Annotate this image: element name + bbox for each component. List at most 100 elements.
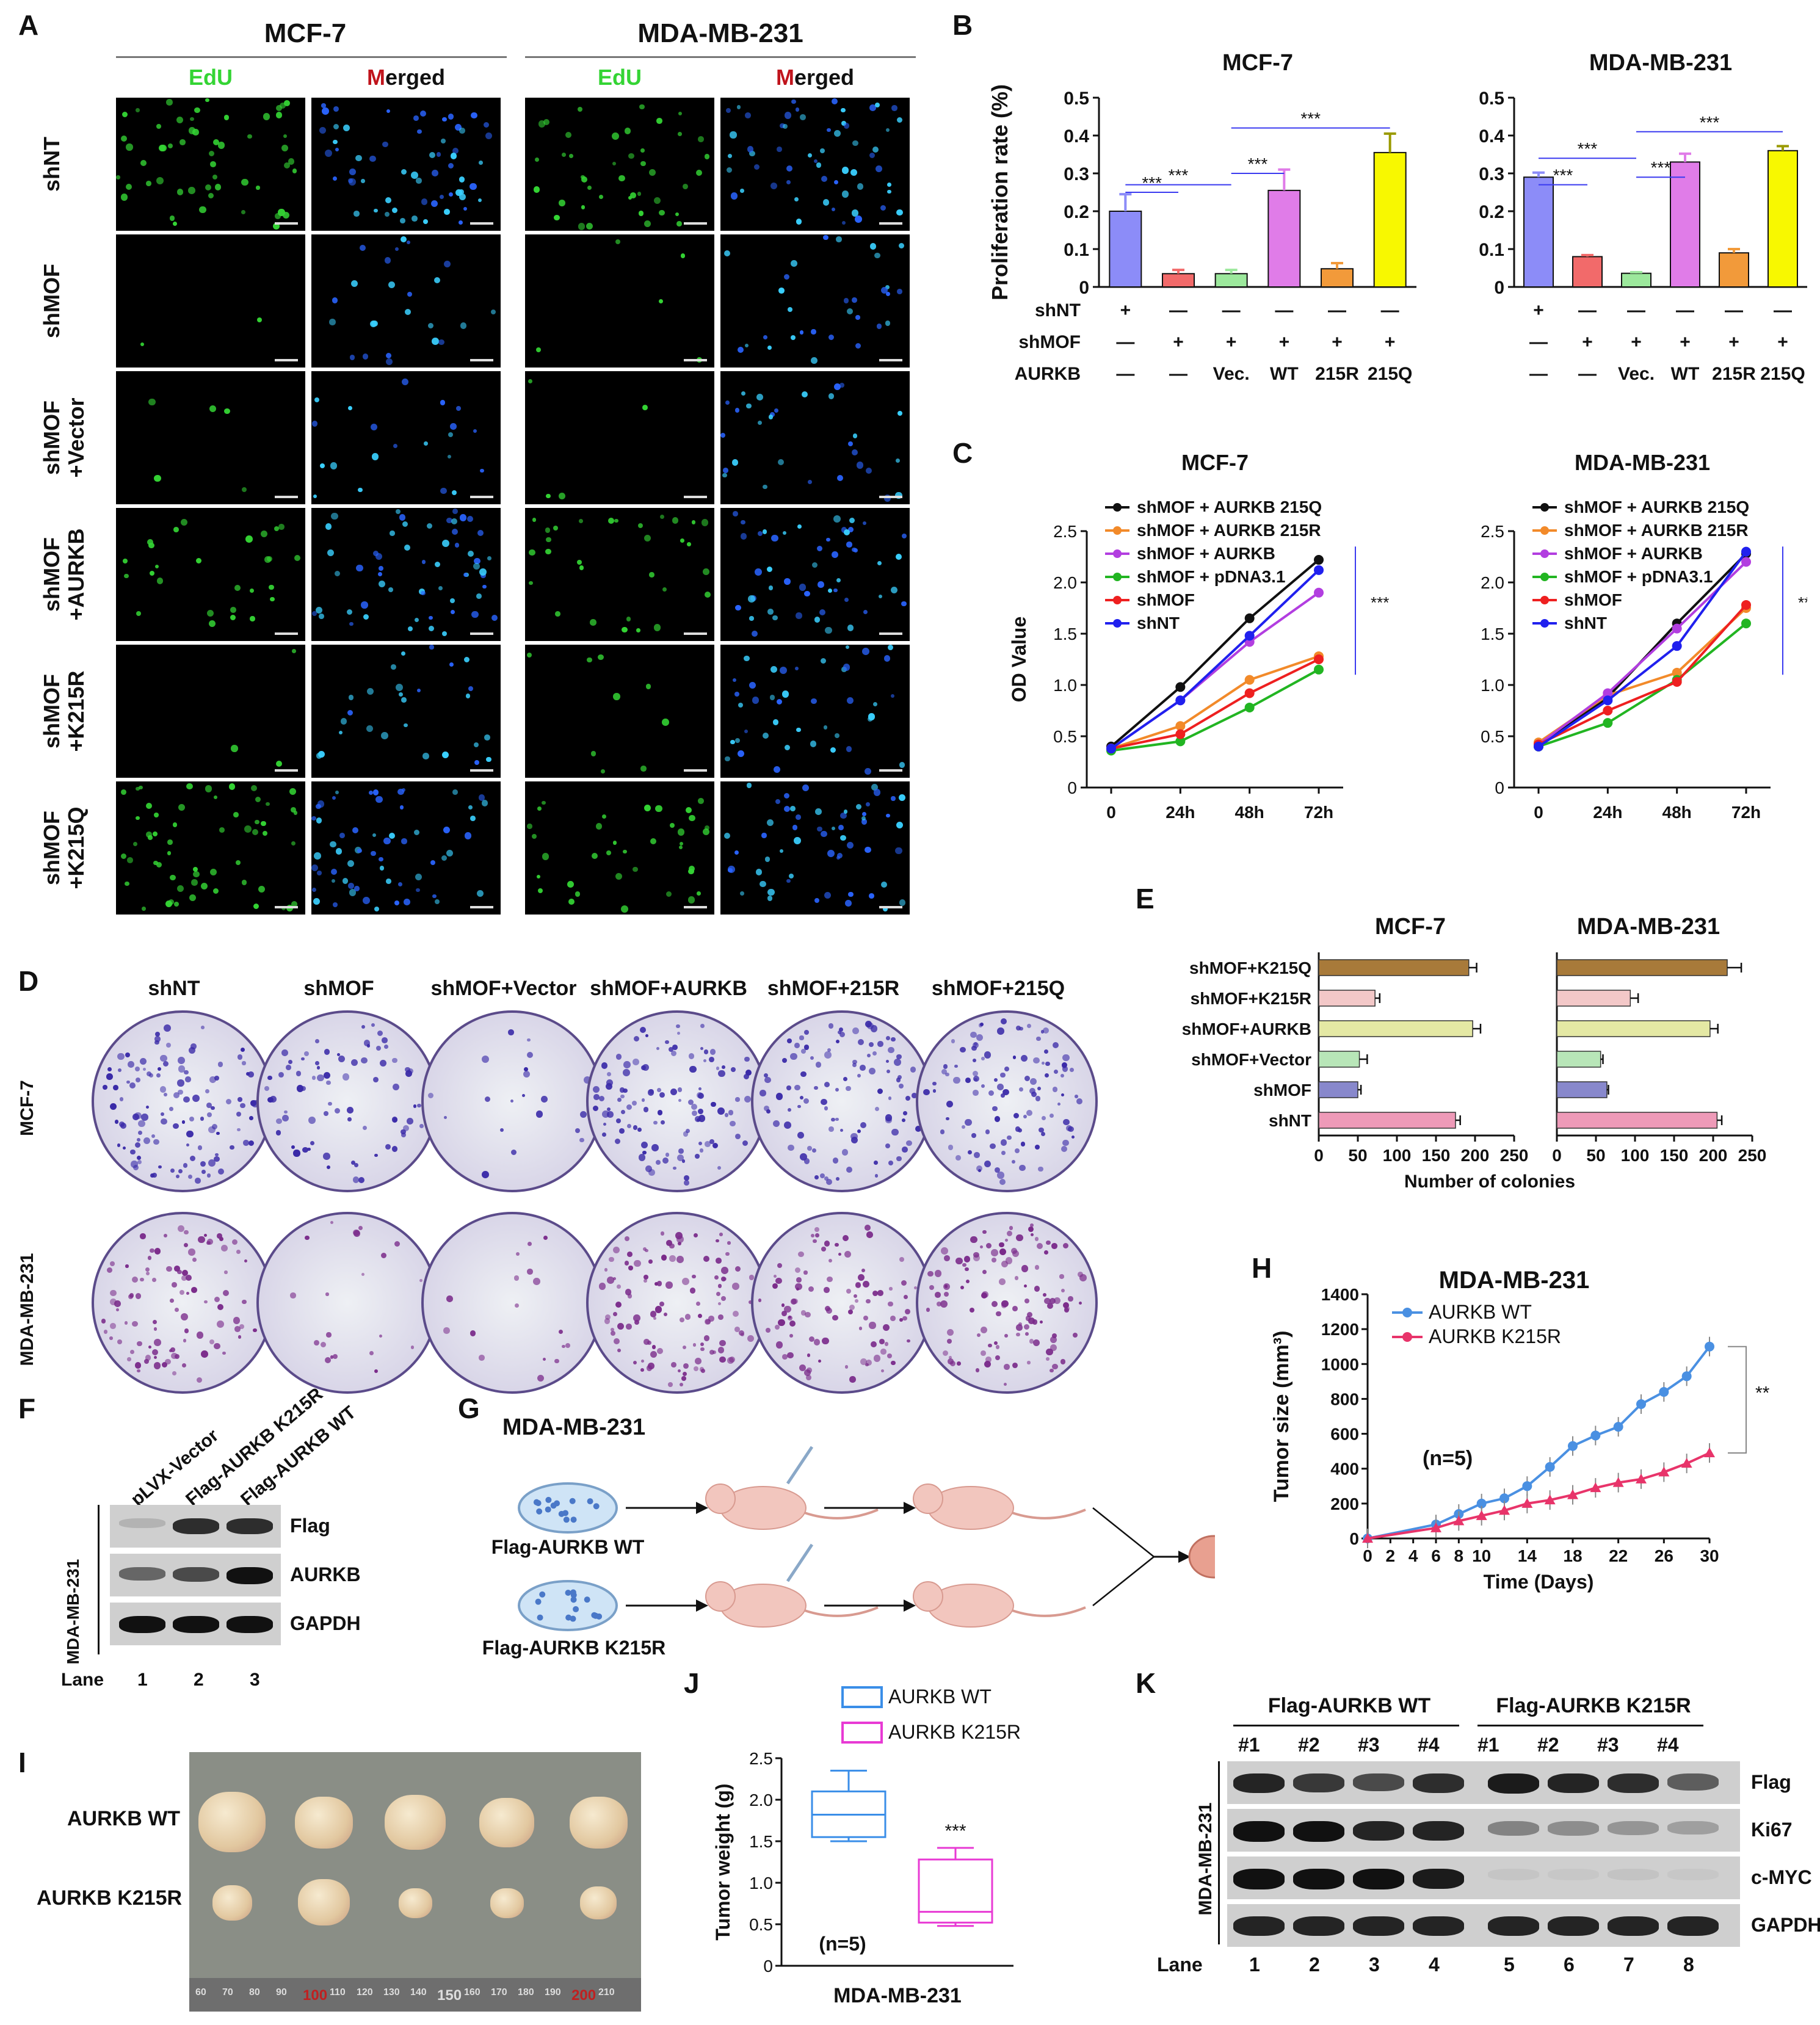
colony (177, 1089, 183, 1095)
cell-nucleus (411, 172, 418, 179)
colony (953, 1076, 960, 1084)
ruler-number: 210 (598, 1987, 615, 1998)
colony (872, 1291, 879, 1297)
colony (947, 1339, 952, 1344)
colony (233, 1317, 241, 1324)
cell-nucleus (436, 152, 441, 157)
colony (382, 1037, 388, 1044)
colony (118, 1068, 122, 1072)
colony (734, 1133, 741, 1139)
colony (1028, 1317, 1035, 1324)
cell-nucleus (672, 517, 679, 524)
cell-nucleus (476, 593, 482, 599)
colony (514, 1303, 519, 1308)
y-tick-label: 2.5 (1053, 522, 1077, 541)
cell-nucleus (703, 568, 709, 575)
colony (1024, 1298, 1029, 1303)
colony (704, 1319, 711, 1325)
cell-nucleus (169, 216, 175, 221)
colony (1040, 1030, 1045, 1034)
colony (160, 1054, 167, 1062)
condition-mark: 215R (1315, 364, 1359, 384)
cell-nucleus (598, 194, 604, 200)
colony (584, 1076, 592, 1084)
colony (1015, 1126, 1021, 1132)
condition-mark: WT (1671, 364, 1700, 384)
colony (160, 1112, 164, 1116)
colony (136, 1137, 140, 1142)
colony (242, 1299, 247, 1305)
cell-dot (536, 1508, 543, 1515)
cell-nucleus (165, 900, 173, 908)
cell-nucleus (598, 654, 604, 661)
panel-b-y-axis-label: Proliferation rate (%) (989, 84, 1012, 300)
cell-nucleus (352, 827, 358, 833)
cell-nucleus (542, 800, 546, 805)
colony (1062, 1062, 1068, 1068)
colony (792, 1298, 798, 1304)
micrograph-edu (525, 645, 714, 778)
colony (626, 1104, 633, 1110)
bar (1670, 161, 1700, 288)
colony (795, 1267, 801, 1273)
colony (140, 1277, 144, 1282)
protein-band (1548, 1773, 1599, 1794)
cell-nucleus (744, 655, 750, 662)
cell-nucleus (455, 406, 461, 411)
bar (1318, 959, 1470, 976)
cell-nucleus (421, 198, 428, 205)
cell-nucleus (827, 850, 835, 858)
panel-j-label: J (684, 1667, 700, 1699)
colony (1033, 1339, 1040, 1346)
colony (865, 1224, 871, 1231)
cell-nucleus (821, 175, 828, 183)
cell-nucleus (824, 891, 831, 899)
colony (103, 1085, 107, 1090)
colony (945, 1072, 949, 1077)
colony (709, 1349, 714, 1355)
cell-nucleus (349, 355, 355, 360)
colony (663, 1312, 667, 1317)
cell-nucleus (767, 566, 773, 572)
cell-nucleus (898, 242, 905, 249)
bar (1572, 256, 1603, 288)
series-point (1741, 546, 1751, 557)
colony (613, 1311, 618, 1316)
cell-nucleus (852, 433, 858, 439)
colony (361, 1024, 365, 1029)
petri-dish (518, 1580, 618, 1631)
cell-nucleus (388, 281, 395, 288)
cell-nucleus (422, 753, 429, 759)
scale-bar (879, 632, 902, 635)
cell-nucleus (136, 610, 142, 617)
colony (966, 1279, 970, 1283)
series-point (1544, 1494, 1556, 1505)
colony (981, 1327, 988, 1334)
colony (1070, 1067, 1074, 1072)
sample-label: #2 (1298, 1734, 1320, 1756)
cell-nucleus (429, 645, 434, 650)
colony (824, 1241, 830, 1247)
colony (975, 1368, 980, 1372)
series-line (1367, 1346, 1711, 1540)
protein-band (227, 1567, 273, 1584)
cell-nucleus (392, 207, 398, 213)
cell-nucleus (260, 530, 268, 538)
colony (155, 1032, 161, 1037)
micrograph-merged (720, 508, 910, 641)
cell-nucleus (811, 329, 816, 335)
y-tick-label: 0 (1079, 278, 1089, 298)
cell-nucleus (416, 888, 420, 893)
colony (843, 1235, 849, 1242)
colony (814, 1227, 819, 1233)
micrograph-merged (720, 371, 910, 504)
cell-nucleus (897, 411, 903, 416)
colony (369, 1350, 374, 1355)
colony (537, 1374, 544, 1382)
colony (203, 1233, 208, 1237)
cell-nucleus (132, 841, 137, 846)
colony (659, 1092, 665, 1098)
colony (324, 1049, 330, 1055)
cell-nucleus (188, 186, 195, 194)
colony (401, 1129, 406, 1135)
